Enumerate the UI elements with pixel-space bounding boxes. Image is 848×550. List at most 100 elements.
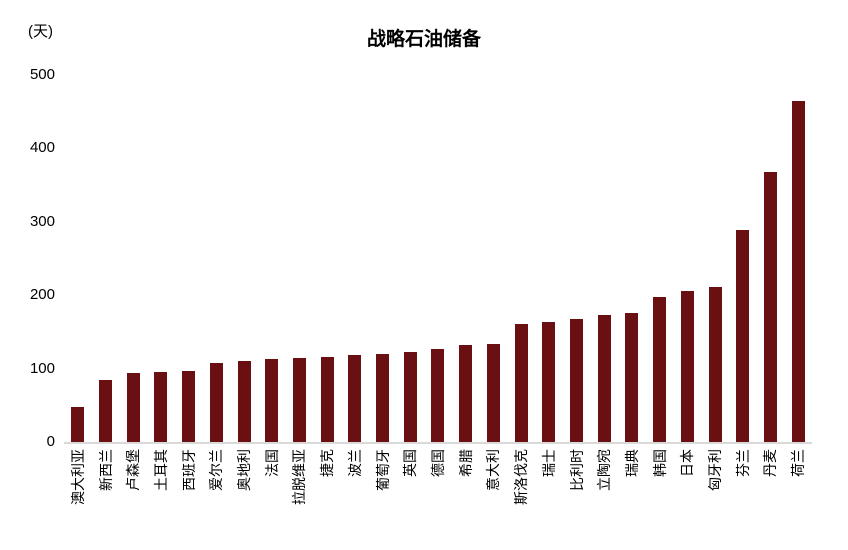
x-axis-category-label: 荷兰 bbox=[790, 449, 807, 477]
bar-slot bbox=[452, 75, 480, 442]
x-axis-category-label: 意大利 bbox=[485, 449, 502, 491]
x-axis-category-label: 斯洛伐克 bbox=[513, 449, 530, 505]
bar-法国 bbox=[265, 359, 279, 442]
bar-卢森堡 bbox=[126, 373, 140, 442]
y-tick-label: 0 bbox=[46, 433, 55, 450]
bar-西班牙 bbox=[182, 370, 196, 442]
bar-荷兰 bbox=[791, 101, 805, 442]
bar-slot bbox=[701, 75, 729, 442]
y-tick-label: 500 bbox=[29, 66, 55, 83]
x-axis-category-label: 法国 bbox=[263, 449, 280, 477]
bar-slot bbox=[507, 75, 535, 442]
y-tick-label: 300 bbox=[29, 212, 55, 230]
bar-slot bbox=[563, 75, 591, 442]
bar-比利时 bbox=[570, 319, 583, 442]
bar-slot bbox=[64, 75, 92, 442]
x-axis-category-label: 比利时 bbox=[568, 449, 585, 491]
x-label-slot: 希腊 bbox=[452, 446, 480, 548]
x-axis-category-label: 英国 bbox=[402, 449, 419, 477]
x-axis-category-label: 土耳其 bbox=[152, 449, 169, 491]
bar-slot bbox=[369, 75, 397, 442]
bar-slot bbox=[535, 75, 563, 442]
bar-土耳其 bbox=[154, 372, 168, 442]
x-label-slot: 意大利 bbox=[480, 446, 508, 548]
bar-爱尔兰 bbox=[209, 363, 223, 442]
bar-slot bbox=[92, 75, 120, 442]
x-label-slot: 立陶宛 bbox=[590, 446, 618, 548]
x-label-slot: 西班牙 bbox=[175, 446, 203, 548]
x-axis-category-label: 拉脱维亚 bbox=[291, 449, 308, 505]
x-axis-category-label: 葡萄牙 bbox=[374, 449, 391, 491]
x-axis-category-label: 韩国 bbox=[651, 449, 668, 477]
x-label-slot: 卢森堡 bbox=[119, 446, 147, 548]
x-label-slot: 斯洛伐克 bbox=[507, 446, 535, 548]
bar-slot bbox=[729, 75, 757, 442]
x-axis-category-label: 波兰 bbox=[346, 449, 363, 477]
x-label-slot: 韩国 bbox=[646, 446, 674, 548]
bar-瑞士 bbox=[542, 321, 556, 442]
bar-slot bbox=[258, 75, 286, 442]
x-axis-category-label: 捷克 bbox=[319, 449, 336, 477]
x-axis-category-label: 新西兰 bbox=[97, 449, 114, 491]
x-label-slot: 法国 bbox=[258, 446, 286, 548]
bar-英国 bbox=[403, 352, 417, 442]
x-axis-category-label: 奥地利 bbox=[236, 449, 253, 491]
bar-slot bbox=[396, 75, 424, 442]
bar-slot bbox=[424, 75, 452, 442]
x-label-slot: 捷克 bbox=[313, 446, 341, 548]
bar-意大利 bbox=[486, 343, 500, 442]
x-axis-category-label: 匈牙利 bbox=[707, 449, 724, 491]
bar-slot bbox=[673, 75, 701, 442]
x-axis-category-label: 卢森堡 bbox=[125, 449, 142, 491]
x-axis-category-label: 日本 bbox=[679, 449, 696, 477]
plot-area bbox=[64, 75, 812, 444]
bar-slot bbox=[590, 75, 618, 442]
bar-slot bbox=[618, 75, 646, 442]
bar-日本 bbox=[680, 290, 694, 442]
x-label-slot: 日本 bbox=[673, 446, 701, 548]
x-axis-labels: 澳大利亚 新西兰 卢森堡 土耳其 西班牙 爱尔兰 奥地利 法国 拉脱维亚 捷克 波兰 葡萄牙 英国 德国希… bbox=[64, 446, 812, 548]
x-axis-category-label: 澳大利亚 bbox=[69, 449, 86, 505]
bar-希腊 bbox=[459, 345, 473, 442]
bar-新西兰 bbox=[99, 379, 113, 442]
bar-葡萄牙 bbox=[376, 353, 390, 442]
bar-拉脱维亚 bbox=[292, 358, 306, 442]
x-axis-category-label: 芬兰 bbox=[734, 449, 751, 477]
x-label-slot: 德国 bbox=[424, 446, 452, 548]
bar-slot bbox=[480, 75, 508, 442]
x-label-slot: 奥地利 bbox=[230, 446, 258, 548]
x-label-slot: 比利时 bbox=[563, 446, 591, 548]
bar-slot bbox=[757, 75, 785, 442]
bar-丹麦 bbox=[763, 171, 777, 442]
y-tick-label: 200 bbox=[29, 286, 55, 304]
x-label-slot: 拉脱维亚 bbox=[286, 446, 314, 548]
x-axis-category-label: 希腊 bbox=[457, 449, 474, 477]
x-label-slot: 芬兰 bbox=[729, 446, 757, 548]
x-axis-category-label: 西班牙 bbox=[180, 449, 197, 491]
bar-立陶宛 bbox=[597, 315, 611, 442]
x-label-slot: 爱尔兰 bbox=[203, 446, 231, 548]
y-tick-label: 400 bbox=[29, 139, 55, 157]
bar-slot bbox=[313, 75, 341, 442]
x-label-slot: 澳大利亚 bbox=[64, 446, 92, 548]
chart-title: 战略石油储备 bbox=[366, 29, 481, 50]
bar-匈牙利 bbox=[708, 287, 722, 442]
bar-slot bbox=[203, 75, 231, 442]
bar-德国 bbox=[431, 348, 445, 442]
x-axis-category-label: 立陶宛 bbox=[596, 449, 613, 491]
x-label-slot: 新西兰 bbox=[92, 446, 120, 548]
bar-捷克 bbox=[320, 356, 334, 442]
x-label-slot: 土耳其 bbox=[147, 446, 175, 548]
x-axis-category-label: 瑞典 bbox=[623, 449, 640, 477]
bar-奥地利 bbox=[237, 360, 251, 442]
bar-芬兰 bbox=[736, 229, 750, 442]
x-axis-category-label: 丹麦 bbox=[762, 449, 779, 477]
x-label-slot: 波兰 bbox=[341, 446, 369, 548]
x-label-slot: 丹麦 bbox=[757, 446, 785, 548]
bar-slot bbox=[230, 75, 258, 442]
x-axis-category-label: 德国 bbox=[429, 449, 446, 477]
bar-slot bbox=[175, 75, 203, 442]
x-label-slot: 瑞典 bbox=[618, 446, 646, 548]
x-axis-category-label: 瑞士 bbox=[540, 449, 557, 477]
